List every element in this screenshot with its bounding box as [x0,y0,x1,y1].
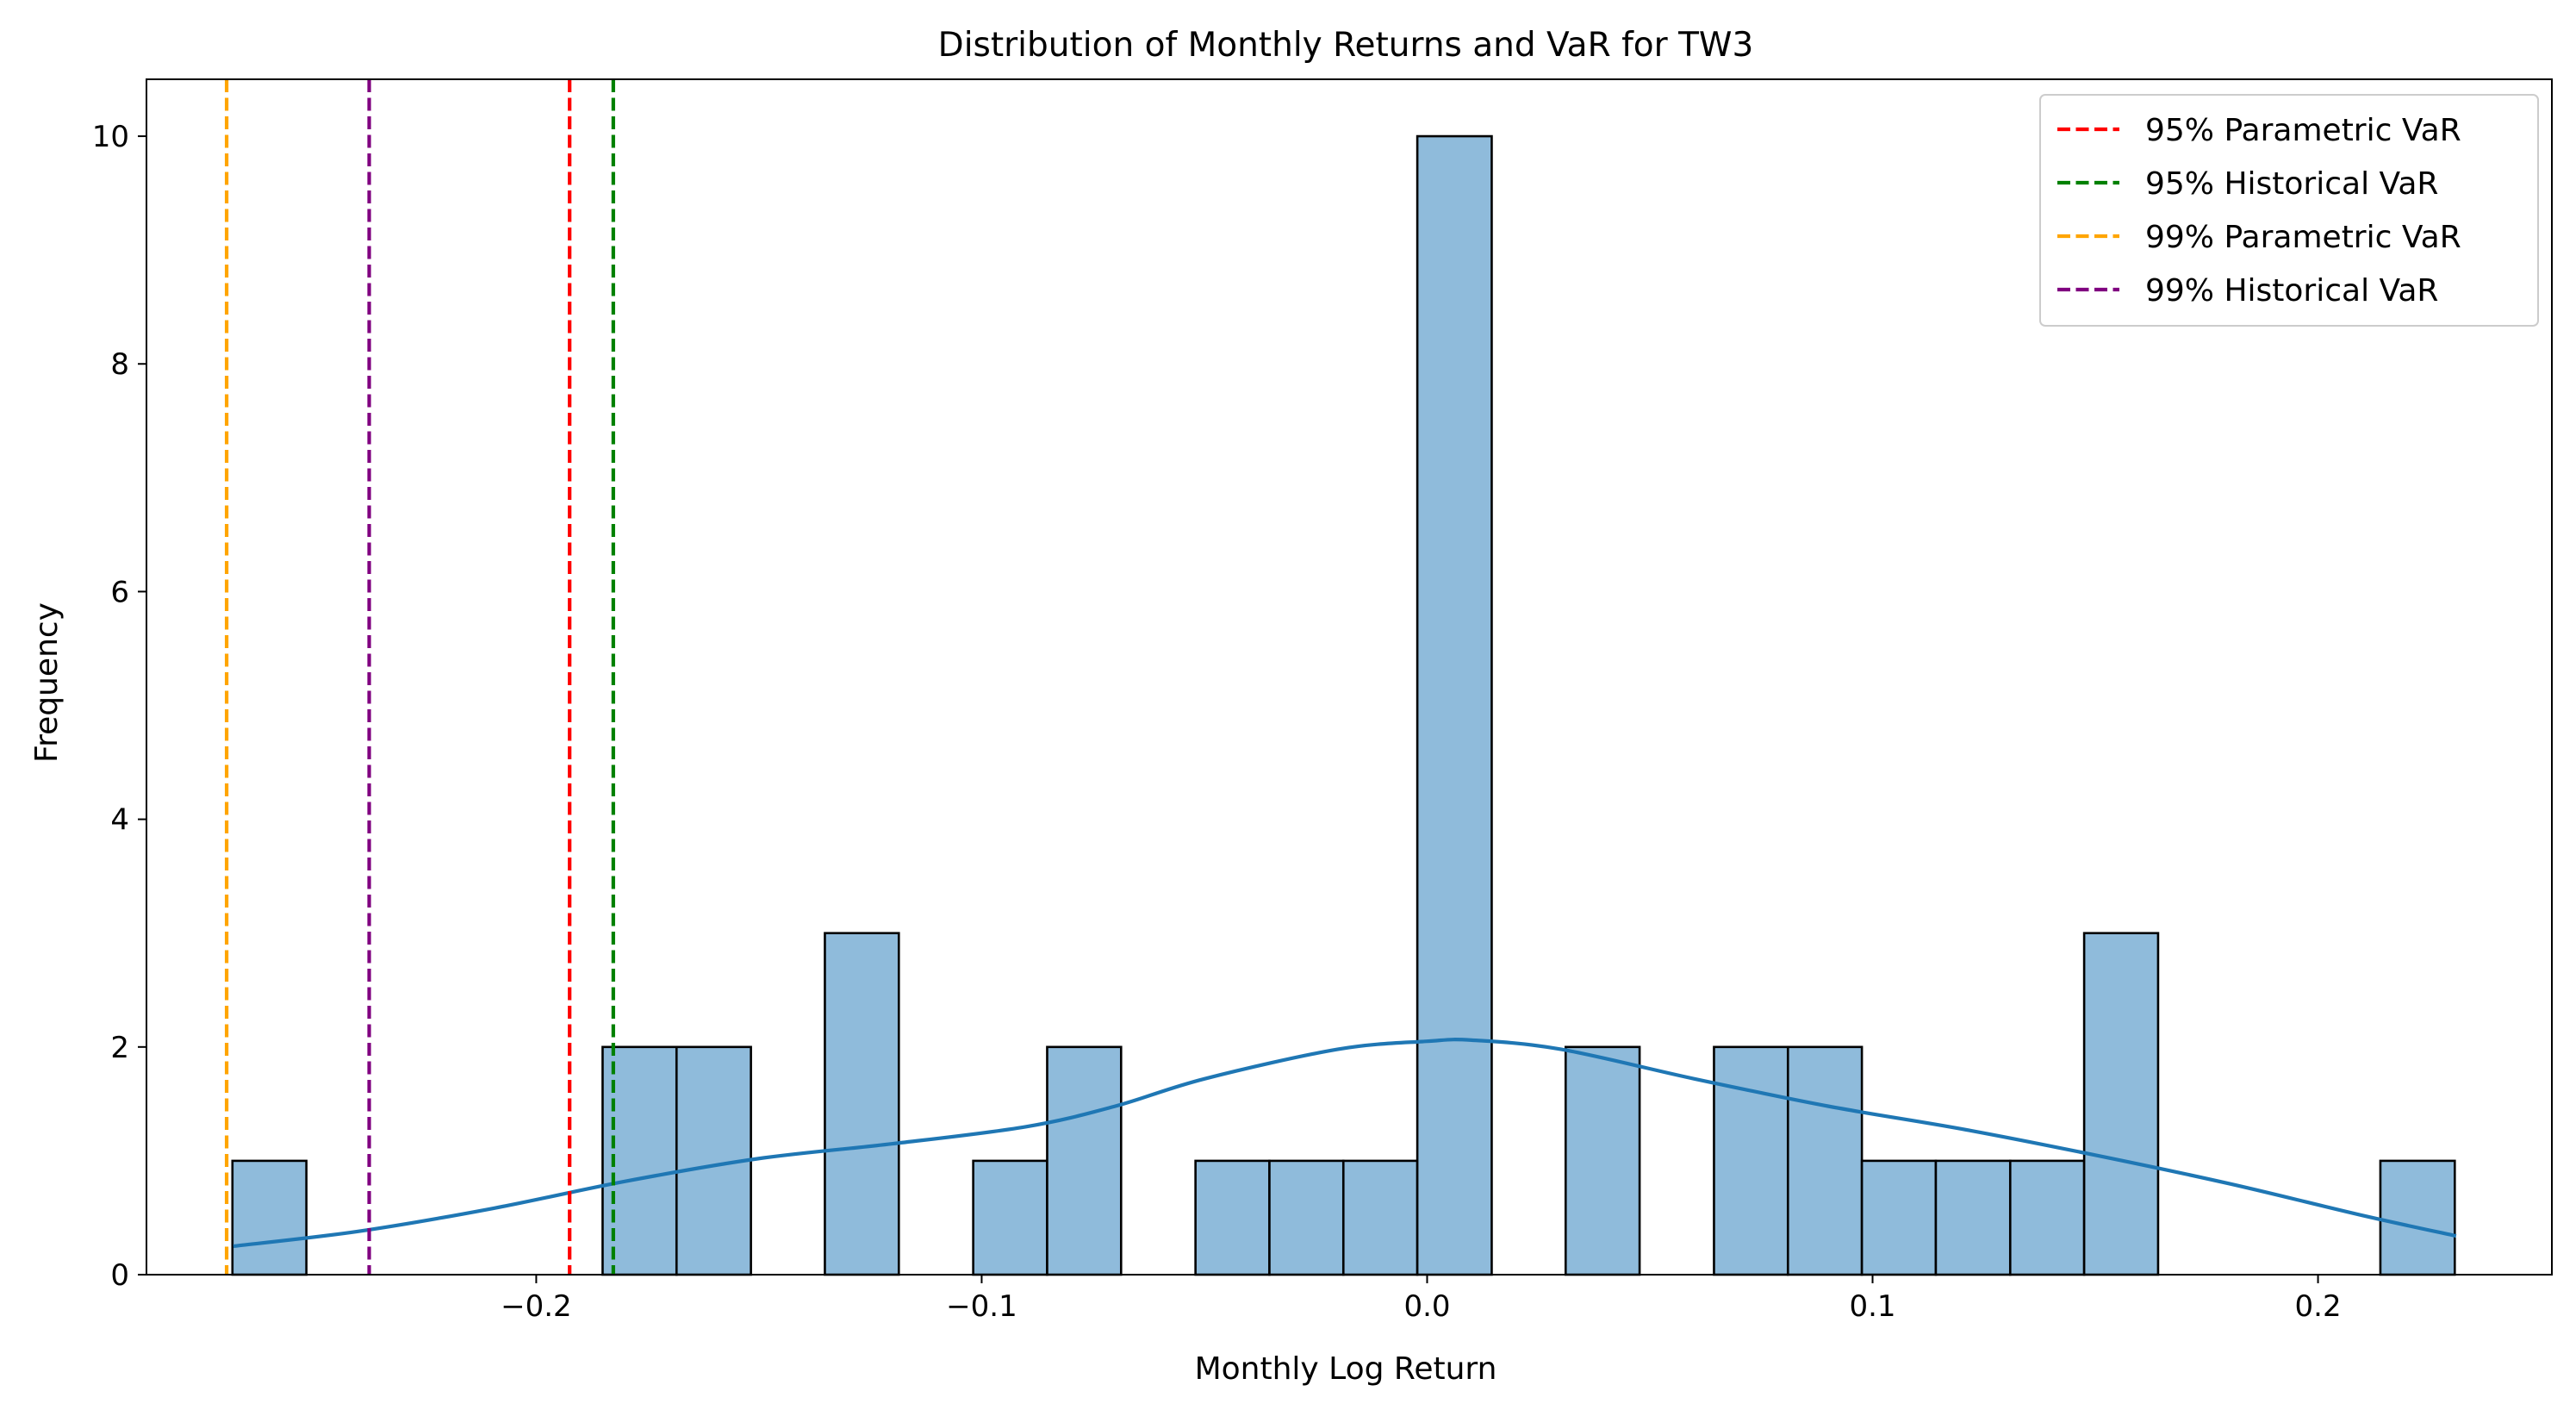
legend-box [2039,94,2539,327]
x-tick-label: −0.1 [946,1289,1017,1324]
y-axis-label: Frequency [29,602,65,763]
axes: −0.2 −0.1 0.0 0.1 0.2 0 2 4 6 8 10 [92,78,2553,1324]
histogram-bar [1416,134,1493,1276]
histogram-bar [231,1159,308,1276]
kde-curve [233,1038,2457,1249]
histogram-bar [1860,1159,1938,1276]
y-tick-label: 2 [110,1031,129,1065]
legend: 95% Parametric VaR 95% Historical VaR 99% … [2039,94,2539,327]
histogram-bar [1786,1045,1864,1276]
chart-title: Distribution of Monthly Returns and VaR … [938,26,1754,65]
histogram-bar [1046,1045,1123,1276]
y-tick-label: 8 [110,347,129,382]
histogram-bar [1713,1045,1789,1276]
histogram-bar [1934,1159,2012,1276]
legend-label: 95% Parametric VaR [2145,113,2461,148]
legend-label: 99% Parametric VaR [2145,220,2461,255]
plot-area [224,79,2457,1276]
legend-label: 99% Historical VaR [2145,273,2438,309]
histogram-bar [824,932,900,1276]
y-tick-label: 6 [110,575,129,609]
x-axis-label: Monthly Log Return [1195,1351,1497,1387]
histogram-bar [1564,1045,1641,1276]
legend-label: 95% Historical VaR [2145,166,2438,202]
histogram-bar [1268,1159,1345,1276]
x-tick-label: 0.1 [1849,1289,1895,1324]
histogram-bar [972,1159,1048,1276]
x-tick-label: −0.2 [501,1289,572,1324]
x-tick-label: 0.0 [1403,1289,1450,1324]
y-tick-label: 0 [110,1258,129,1293]
histogram-bar [1341,1159,1419,1276]
histogram-bar [2082,932,2160,1276]
y-tick-label: 4 [110,803,129,838]
x-tick-label: 0.2 [2295,1289,2342,1324]
histogram-bar [2379,1159,2456,1276]
y-tick-label: 10 [92,120,129,154]
axes-frame [146,78,2553,1276]
histogram-bar [2008,1159,2086,1276]
histogram-bar [1194,1159,1271,1276]
